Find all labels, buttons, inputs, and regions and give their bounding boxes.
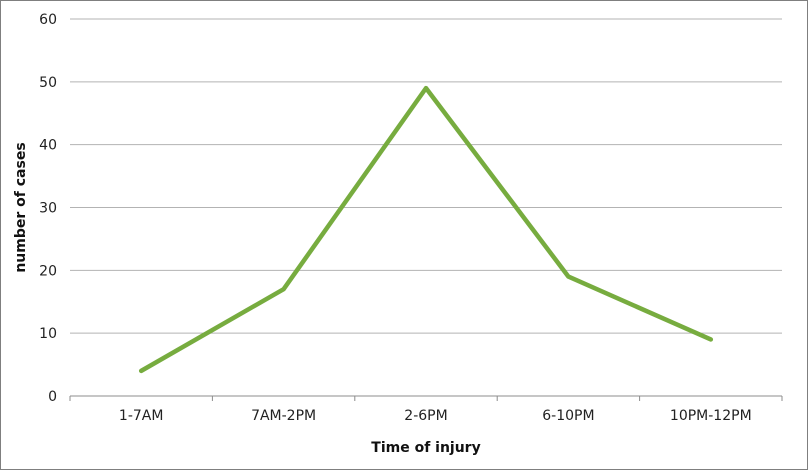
x-axis-tick-labels: 1-7AM 7AM-2PM 2-6PM 6-10PM 10PM-12PM bbox=[69, 396, 783, 424]
x-axis-title: Time of injury bbox=[371, 440, 480, 456]
y-tick-label: 0 bbox=[48, 389, 57, 405]
x-tick-label: 6-10PM bbox=[542, 408, 594, 424]
y-tick-label: 40 bbox=[39, 138, 57, 154]
y-tick-label: 20 bbox=[39, 263, 57, 279]
y-tick-label: 60 bbox=[39, 12, 57, 28]
x-tick-label: 2-6PM bbox=[404, 408, 447, 424]
y-tick-label: 10 bbox=[39, 326, 57, 342]
x-tick-label: 7AM-2PM bbox=[251, 408, 316, 424]
x-tick-label: 1-7AM bbox=[119, 408, 164, 424]
y-axis-title: number of cases bbox=[13, 142, 29, 272]
gridlines bbox=[70, 18, 782, 334]
series-line bbox=[138, 85, 714, 374]
series-group bbox=[138, 85, 714, 374]
y-axis-tick-labels: 0 10 20 30 40 50 60 bbox=[39, 12, 57, 405]
x-tick-label: 10PM-12PM bbox=[670, 408, 752, 424]
y-tick-label: 50 bbox=[39, 75, 57, 91]
y-tick-label: 30 bbox=[39, 201, 57, 217]
